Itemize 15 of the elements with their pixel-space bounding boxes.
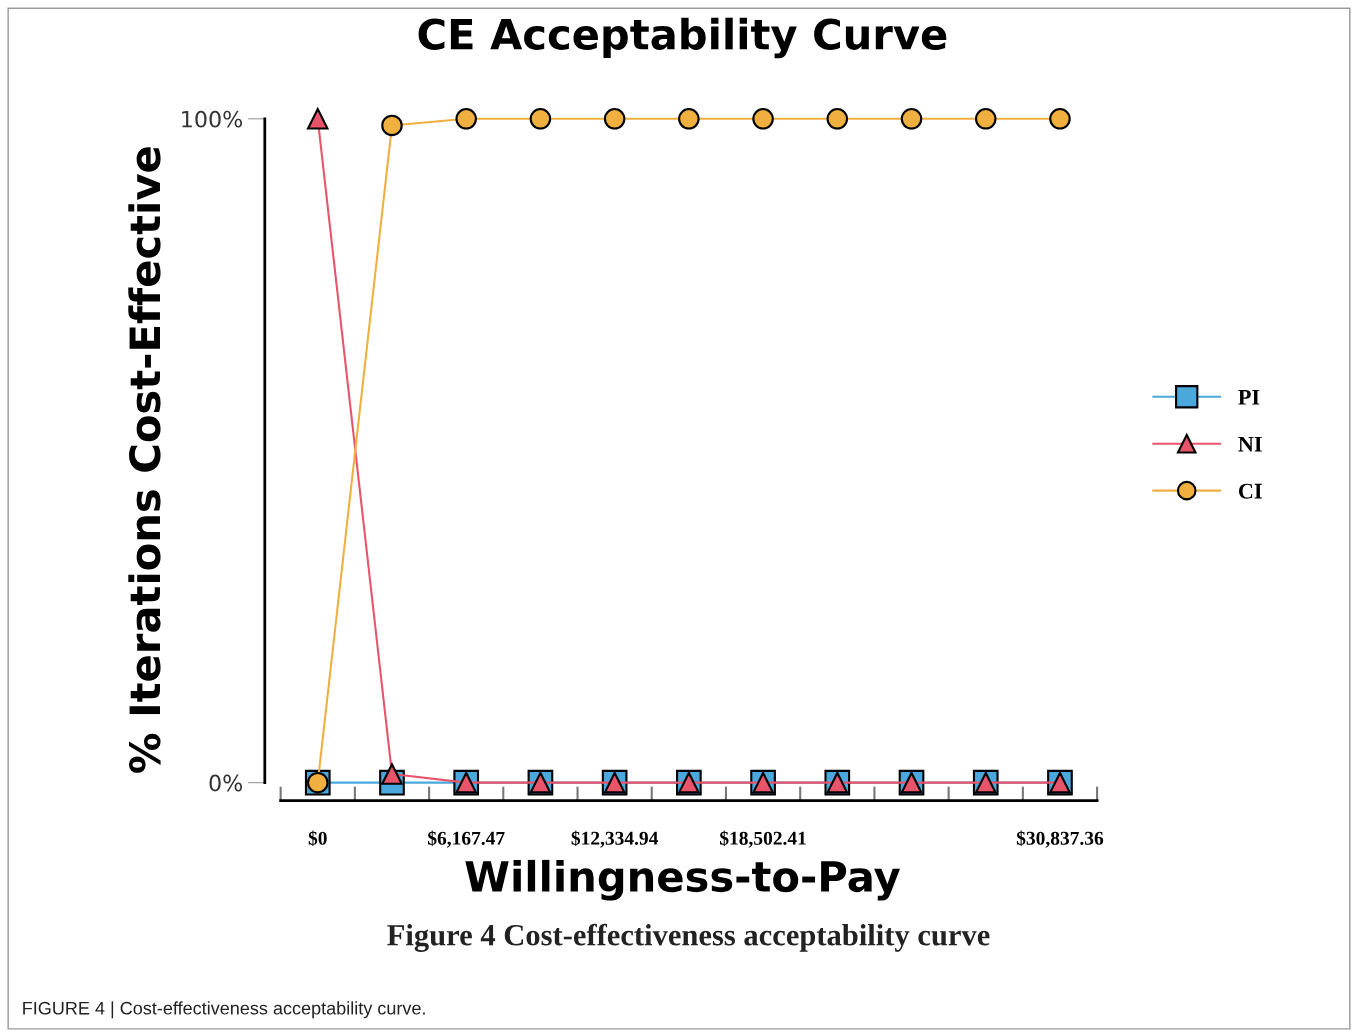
legend-label: CI [1238, 483, 1262, 499]
x-axis-title: Willingness-to-Pay [465, 859, 900, 901]
x-tick-label: $6,167.47 [428, 830, 505, 848]
caption: FIGURE 4 | Cost-effectiveness acceptability curve. [23, 1001, 425, 1019]
chart-title: CE Acceptability Curve [418, 17, 947, 59]
y-axis-title: % Iterations Cost-Effective [128, 147, 161, 773]
x-tick-label: $18,502.41 [720, 830, 806, 848]
y-tick-label: 0% [209, 774, 243, 792]
x-tick-label: $0 [308, 830, 327, 847]
legend-label: PI [1238, 389, 1260, 405]
y-tick-label: 100% [182, 110, 243, 128]
x-tick-label: $12,334.94 [571, 830, 659, 848]
x-tick-label: $30,837.36 [1016, 830, 1104, 848]
legend-label: NI [1238, 436, 1262, 452]
caption: Figure 4 Cost-effectiveness acceptability curve [387, 923, 990, 952]
